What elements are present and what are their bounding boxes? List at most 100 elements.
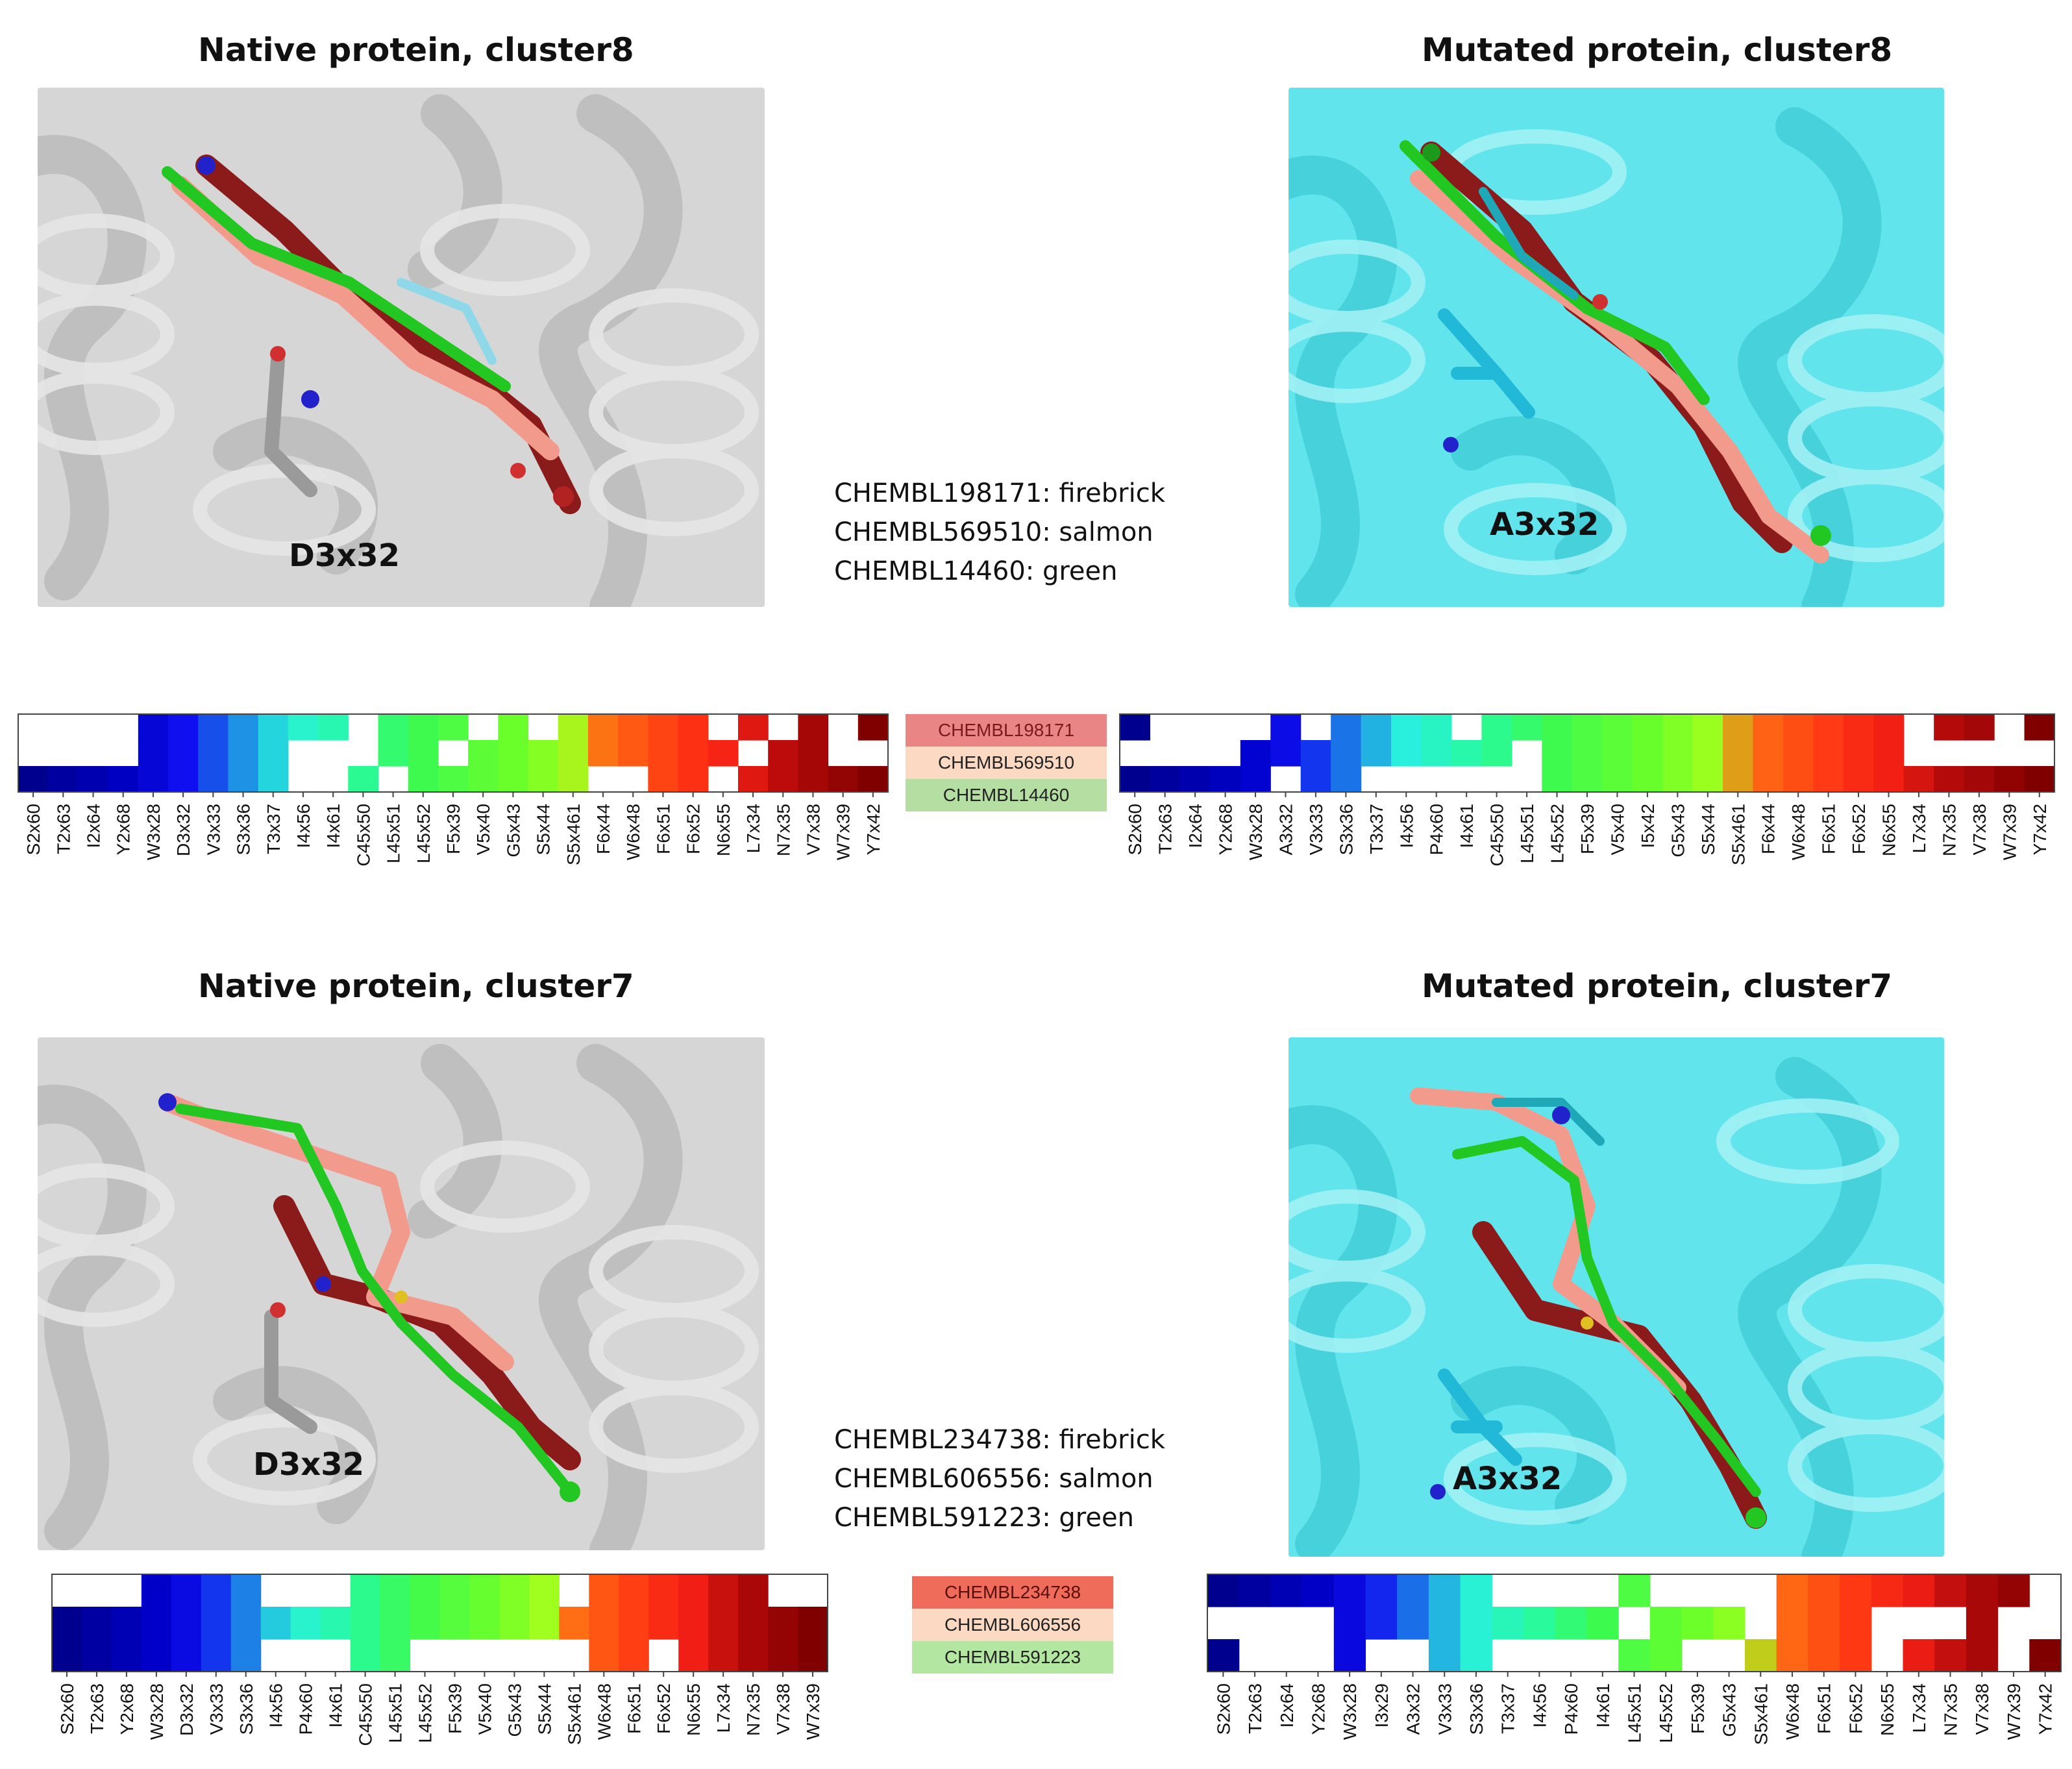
heatmap-cell	[198, 714, 229, 741]
heatmap-column-label: W3x28	[1340, 1683, 1360, 1740]
heatmap-cell	[1555, 1607, 1588, 1640]
heatmap-cell	[439, 1574, 471, 1607]
heatmap-column-label: F6x52	[1845, 1683, 1866, 1734]
heatmap-column-label: F6x44	[1758, 804, 1779, 854]
heatmap-legend-item: CHEMBL591223	[912, 1641, 1113, 1674]
heatmap-cell	[1681, 1607, 1714, 1640]
heatmap-cell	[1361, 740, 1392, 767]
heatmap-cell	[1602, 740, 1633, 767]
heatmap-cell	[230, 1574, 262, 1607]
heatmap-cell	[1300, 766, 1331, 793]
heatmap-cell	[1492, 1607, 1524, 1640]
heatmap-column-label: L7x34	[1909, 804, 1929, 853]
heatmap-cell	[288, 714, 319, 741]
heatmap-cell	[1843, 740, 1874, 767]
heatmap-column-label: L45x52	[1548, 804, 1568, 863]
heatmap-cell	[1753, 714, 1784, 741]
heatmap-cell	[1542, 714, 1573, 741]
heatmap-cell	[469, 1607, 500, 1640]
heatmap-cell	[1302, 1574, 1335, 1607]
heatmap-column-label: I4x61	[326, 1683, 346, 1728]
heatmap-mutated-cluster7: S2x60 T2x63 I2x64 Y2x68 W3x28 I3x29 A3x32 V3x33…	[1207, 1574, 2064, 1769]
heatmap-column-label: I4x56	[266, 1683, 286, 1728]
heatmap-cell	[1179, 766, 1211, 793]
heatmap-column-label: I4x56	[293, 804, 314, 848]
heatmap-cell	[708, 1639, 739, 1672]
heatmap-cell	[678, 766, 709, 793]
title-native-cluster8: Native protein, cluster8	[198, 31, 634, 69]
heatmap-cell	[1964, 766, 1995, 793]
heatmap-cell	[168, 740, 199, 767]
heatmap-cell	[768, 1639, 798, 1672]
heatmap-column-label: D3x32	[177, 1683, 197, 1736]
heatmap-cell	[498, 766, 529, 793]
structure-native-cluster7	[38, 1037, 765, 1550]
heatmap-cell	[1994, 766, 2025, 793]
heatmap-cell	[18, 766, 49, 793]
heatmap-cell	[529, 1607, 560, 1640]
heatmap-column-label: G5x43	[503, 804, 523, 858]
heatmap-column-label: I4x56	[1396, 804, 1416, 848]
heatmap-cell	[1270, 1574, 1303, 1607]
heatmap-column-label: F5x39	[1688, 1683, 1708, 1734]
heatmap-column-label: W7x39	[833, 804, 854, 860]
heatmap-column-label: S5x461	[1751, 1683, 1771, 1745]
heatmap-column-label: I5x42	[1638, 804, 1658, 848]
heatmap-cell	[260, 1607, 291, 1640]
heatmap-column-label: S3x36	[1336, 804, 1356, 855]
heatmap-cell	[1397, 1574, 1429, 1607]
heatmap-column-label: F5x39	[443, 804, 463, 854]
heatmap-cell	[1391, 740, 1422, 767]
heatmap-column-label: W3x28	[143, 804, 164, 860]
heatmap-cell	[201, 1574, 232, 1607]
heatmap-cell	[708, 1607, 739, 1640]
heatmap-cell	[1618, 1639, 1651, 1672]
heatmap-column-label: L45x51	[384, 804, 404, 863]
heatmap-legend-cluster8: CHEMBL198171 CHEMBL569510 CHEMBL14460	[906, 714, 1107, 811]
structure-mutated-cluster7	[1289, 1037, 1944, 1557]
heatmap-column-label: F6x52	[654, 1683, 674, 1734]
heatmap-column-label: W3x28	[147, 1683, 167, 1740]
heatmap-cell	[528, 766, 559, 793]
heatmap-native-cluster7: S2x60 T2x63 Y2x68 W3x28 D3x32 V3x33 S3x36 I4x56…	[51, 1574, 831, 1769]
heatmap-column-label: V3x33	[1306, 804, 1326, 855]
heatmap-cell	[48, 766, 79, 793]
heatmap-cell	[1813, 714, 1844, 741]
heatmap-cell	[1649, 1607, 1683, 1640]
heatmap-cell	[798, 1607, 828, 1640]
heatmap-cell	[228, 766, 259, 793]
heatmap-legend-item: CHEMBL198171	[906, 714, 1107, 747]
heatmap-cell	[1428, 1574, 1461, 1607]
heatmap-cell	[558, 740, 589, 767]
heatmap-column-label: I4x61	[1457, 804, 1477, 848]
heatmap-cell	[1649, 1639, 1683, 1672]
heatmap-cell	[408, 740, 439, 767]
heatmap-cell	[648, 1574, 679, 1607]
heatmap-cell	[350, 1574, 381, 1607]
heatmap-cell	[1523, 1607, 1556, 1640]
heatmap-column-label: I2x64	[1277, 1683, 1297, 1728]
residue-label-mutated-cluster7: A3x32	[1453, 1461, 1562, 1497]
heatmap-cell	[1270, 740, 1301, 767]
heatmap-cell	[737, 714, 769, 741]
heatmap-cell	[648, 1607, 679, 1640]
heatmap-cell	[708, 740, 739, 767]
heatmap-cell	[318, 714, 349, 741]
heatmap-column-label: W6x48	[1782, 1683, 1803, 1740]
title-mutated-cluster8: Mutated protein, cluster8	[1422, 31, 1893, 69]
heatmap-column-label: T3x37	[1366, 804, 1387, 854]
heatmap-column-label: S3x36	[1466, 1683, 1486, 1735]
heatmap-cell	[1808, 1607, 1840, 1640]
heatmap-cell	[708, 1574, 739, 1607]
heatmap-column-label: V3x33	[1435, 1683, 1455, 1735]
heatmap-column-label: I4x61	[323, 804, 343, 848]
heatmap-column-label: L7x34	[743, 804, 763, 853]
heatmap-column-label: W6x48	[594, 1683, 614, 1740]
heatmap-column-label: T2x63	[1245, 1683, 1265, 1734]
ligand-legend-cluster7: CHEMBL234738: firebrick CHEMBL606556: sa…	[834, 1420, 1165, 1537]
heatmap-cell	[1903, 1639, 1935, 1672]
heatmap-column-label: A3x32	[1276, 804, 1296, 855]
heatmap-cell	[1662, 714, 1694, 741]
heatmap-cell	[1776, 1574, 1808, 1607]
heatmap-cell	[1239, 1574, 1271, 1607]
